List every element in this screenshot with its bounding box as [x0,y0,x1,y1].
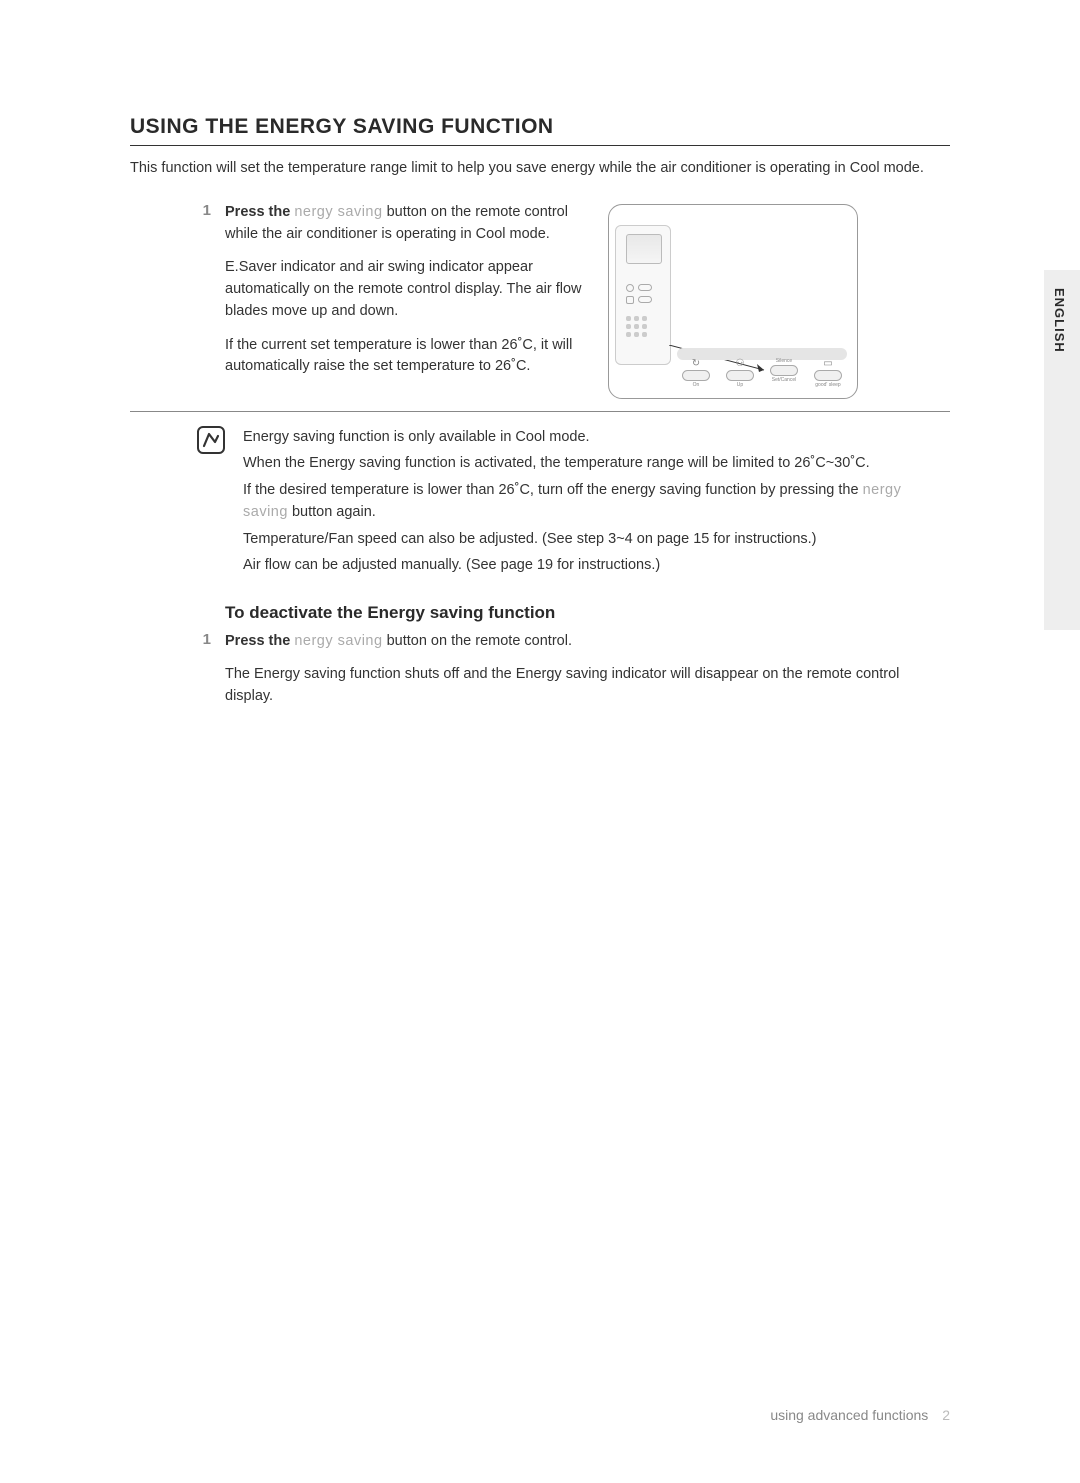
deactivate-para2: The Energy saving function shuts off and… [225,664,950,708]
footer-section-name: using advanced functions [770,1407,928,1423]
note-2: When the Energy saving function is activ… [243,452,950,474]
footer-page-number: 2 [942,1407,950,1423]
language-label: ENGLISH [1052,288,1067,353]
step-number-column: 1 [130,202,225,390]
deactivate-step-1: 1 Press the nergy saving button on the r… [130,631,950,720]
step1-para1: Press the nergy saving button on the rem… [225,202,590,246]
remote-indicators [626,284,662,308]
step-number: 1 [203,202,211,219]
language-side-tab: ENGLISH [1044,270,1080,630]
remote-button-row: ↻ On ⚇ Up Silence Set/Cancel ▭ g [677,358,847,388]
display-icon: ▭ [823,358,832,369]
remote-dot-grid [626,316,662,340]
person-icon: ⚇ [736,358,745,369]
deactivate-heading: To deactivate the Energy saving function [225,603,950,623]
note-4: Temperature/Fan speed can also be adjust… [243,528,950,550]
step-number-column: 1 [130,631,225,720]
press-the-label: Press the [225,633,294,649]
note-icon-column [130,426,225,581]
step-1: 1 Press the nergy saving button on the r… [130,202,590,390]
step-body: Press the nergy saving button on the rem… [225,631,950,720]
page-footer: using advanced functions 2 [770,1407,950,1423]
press-the-label: Press the [225,204,294,220]
intro-paragraph: This function will set the temperature r… [130,158,950,180]
remote-btn-4: ▭ good' sleep [814,358,842,388]
remote-btn-3: Silence Set/Cancel [770,358,798,388]
deactivate-para1: Press the nergy saving button on the rem… [225,631,950,653]
energy-saving-button-label: nergy saving [294,204,382,220]
swing-icon: ↻ [692,358,700,369]
step-number: 1 [203,631,211,648]
remote-control-figure: ↻ On ⚇ Up Silence Set/Cancel ▭ g [608,204,858,399]
step-text-column: 1 Press the nergy saving button on the r… [130,202,590,399]
remote-btn-2: ⚇ Up [726,358,754,388]
note-1: Energy saving function is only available… [243,426,950,448]
note-body: Energy saving function is only available… [243,426,950,581]
section-divider [130,411,950,412]
remote-left-panel [615,225,671,365]
step1-para2: E.Saver indicator and air swing indicato… [225,257,590,322]
note-icon [197,426,225,454]
step-body: Press the nergy saving button on the rem… [225,202,590,390]
section-heading: USING THE ENERGY SAVING FUNCTION [130,115,950,146]
note-block: Energy saving function is only available… [130,426,950,581]
main-content: 1 Press the nergy saving button on the r… [130,202,950,399]
note-5: Air flow can be adjusted manually. (See … [243,554,950,576]
remote-btn-1: ↻ On [682,358,710,388]
remote-display-screen [626,234,662,264]
silence-label: Silence [776,358,792,364]
energy-saving-button-label: nergy saving [294,633,382,649]
step1-para3: If the current set temperature is lower … [225,335,590,379]
note-3: If the desired temperature is lower than… [243,479,950,524]
page-container: USING THE ENERGY SAVING FUNCTION This fu… [0,0,1080,788]
